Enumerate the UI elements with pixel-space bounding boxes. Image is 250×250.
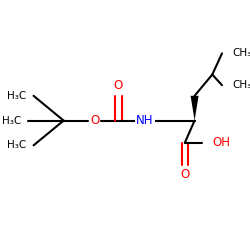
Text: H₃C: H₃C xyxy=(7,91,26,101)
Text: OH: OH xyxy=(212,136,230,149)
Text: O: O xyxy=(114,79,123,92)
Text: CH₃: CH₃ xyxy=(233,80,250,90)
Text: NH: NH xyxy=(136,114,154,127)
Text: H₃C: H₃C xyxy=(2,116,21,126)
Polygon shape xyxy=(190,96,198,120)
Text: O: O xyxy=(180,168,190,181)
Text: CH₃: CH₃ xyxy=(233,48,250,58)
Text: H₃C: H₃C xyxy=(7,140,26,150)
Text: O: O xyxy=(90,114,99,127)
